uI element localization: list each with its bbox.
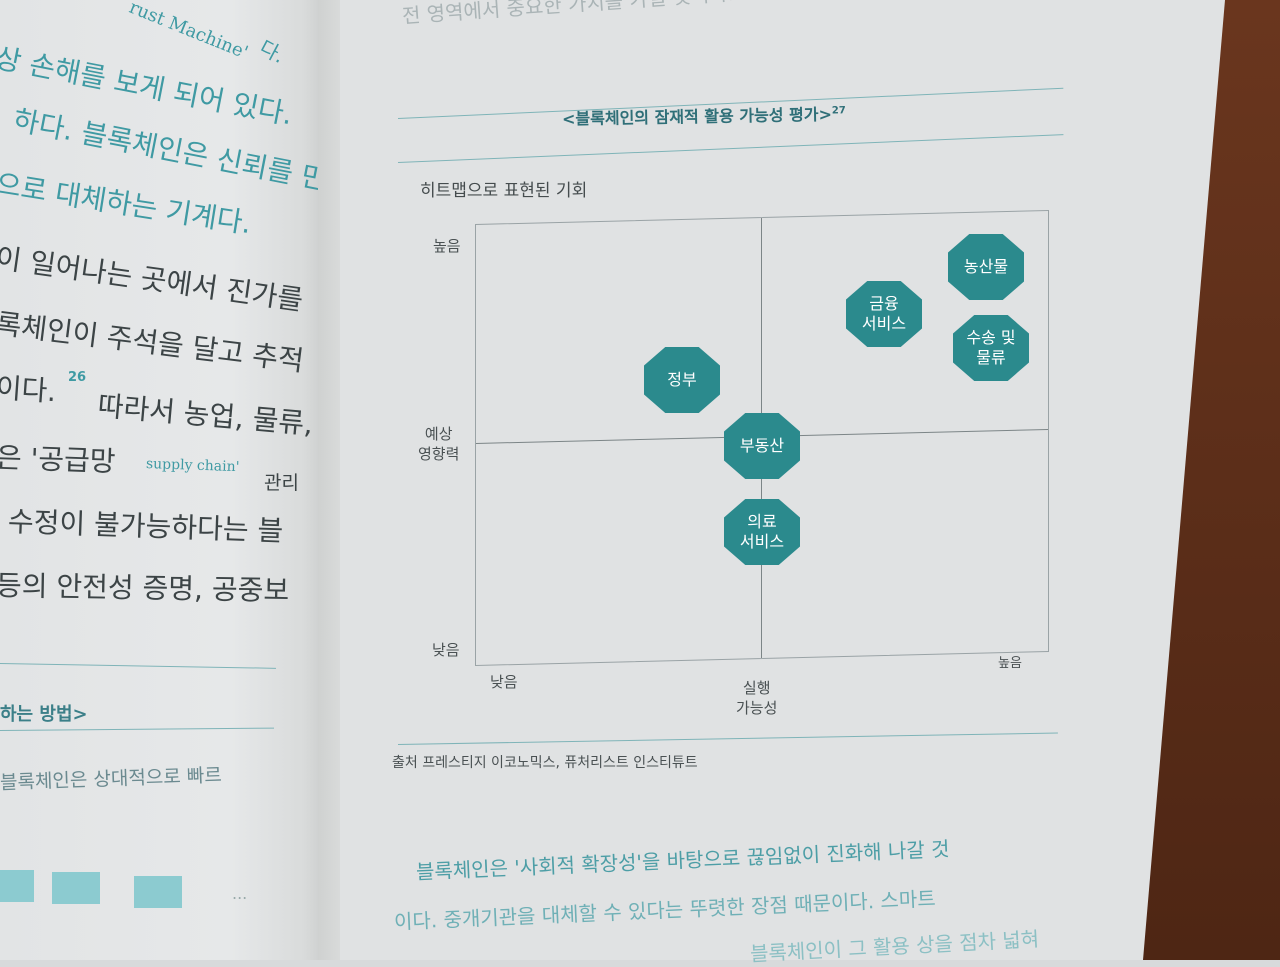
figure-title: <블록체인의 잠재적 활용 가능성 평가>27	[562, 101, 846, 130]
supply-chain-term: supply chain'	[145, 456, 240, 476]
box-rule-top	[0, 663, 276, 669]
item-real-estate: 부동산	[724, 413, 800, 479]
left-fragment: 다.	[255, 35, 289, 69]
left-line: 관리	[264, 472, 299, 494]
chart-subtitle: 히트맵으로 표현된 기회	[420, 181, 588, 201]
left-line: 등의 안전성 증명, 공중보	[0, 569, 290, 608]
left-line: 이 일어나는 곳에서 진가를	[0, 241, 306, 317]
figure-source: 출처 프레스티지 이코노믹스, 퓨처리스트 인스티튜트	[392, 755, 698, 771]
x-axis-label: 실행 가능성	[736, 679, 778, 717]
y-high-label: 높음	[433, 237, 461, 255]
right-page	[340, 0, 1240, 960]
box-title: 하는 방법>	[0, 704, 88, 725]
left-page: rust Machine' 다. 상 손해를 보게 되어 있다. 하다. 블록체…	[0, 0, 330, 960]
left-line: 이다.	[0, 371, 58, 409]
left-line: 은 '공급망	[0, 441, 117, 479]
left-line: 수정이 불가능하다는 블	[7, 505, 284, 548]
y-axis-label: 예상 영향력	[418, 425, 460, 463]
left-line: rust Machine'	[126, 0, 251, 64]
box-text: 블록체인은 상대적으로 빠르	[0, 764, 223, 794]
y-low-label: 낮음	[432, 641, 460, 659]
item-government: 정부	[644, 347, 720, 413]
item-transport-logistics: 수송 및 물류	[953, 315, 1029, 381]
figure-footnote: 27	[831, 105, 846, 117]
item-financial-services: 금융 서비스	[846, 281, 922, 347]
footnote-marker: 26	[68, 370, 87, 385]
figure-title-text: <블록체인의 잠재적 활용 가능성 평가>	[561, 104, 833, 129]
deco-ellipsis: ...	[232, 884, 248, 903]
item-healthcare: 의료 서비스	[724, 499, 800, 565]
deco-block	[0, 870, 34, 902]
x-high-label: 높음	[998, 656, 1022, 671]
box-rule-bottom	[0, 727, 274, 731]
item-agriculture: 농산물	[948, 234, 1024, 300]
left-line: 록체인이 주석을 달고 추적	[0, 307, 306, 378]
x-low-label: 낮음	[490, 673, 518, 691]
left-line: 따라서 농업, 물류,	[96, 389, 315, 441]
deco-block	[52, 872, 100, 904]
deco-block	[134, 876, 182, 908]
